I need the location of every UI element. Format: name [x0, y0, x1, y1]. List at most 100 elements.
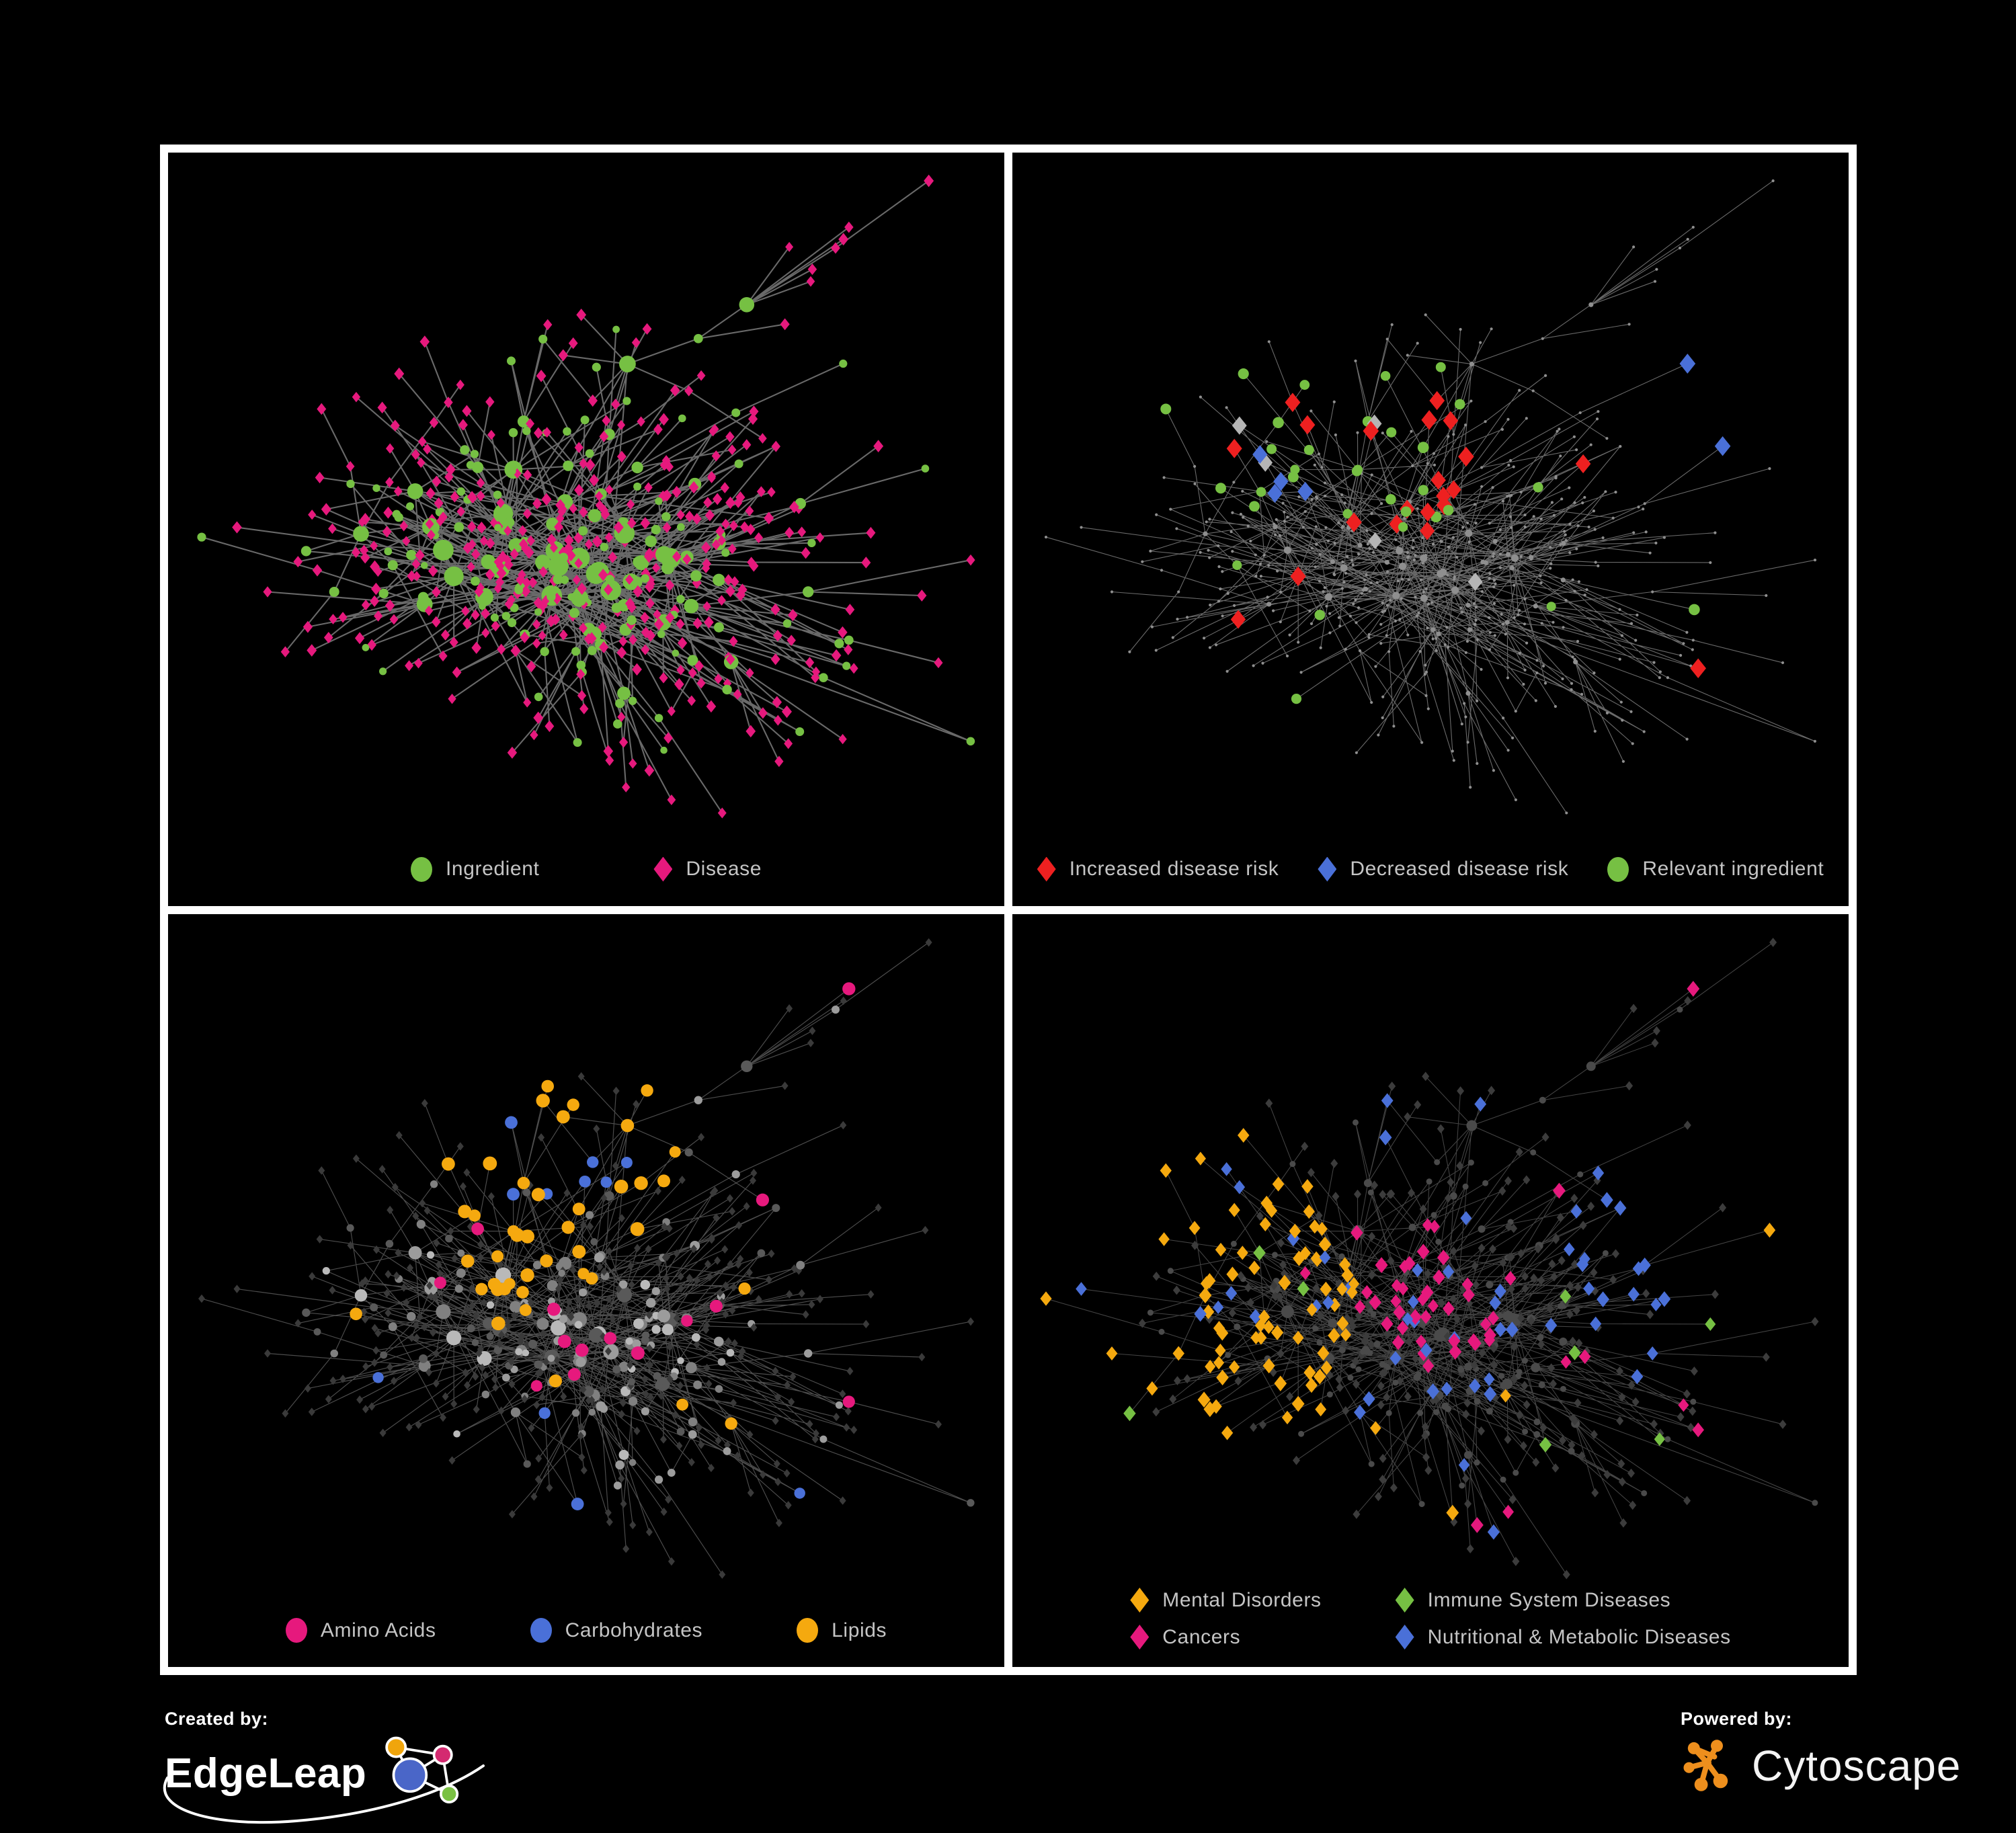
network-node — [1517, 613, 1520, 616]
network-node — [1629, 1003, 1638, 1013]
network-node — [1654, 1432, 1665, 1446]
network-node — [579, 1288, 588, 1297]
network-node — [1383, 1328, 1392, 1338]
network-node — [622, 1544, 630, 1553]
network-node — [1373, 1340, 1381, 1348]
network-node — [831, 649, 842, 662]
network-node — [1379, 622, 1383, 626]
network-node — [1445, 1405, 1452, 1412]
network-node — [655, 497, 663, 505]
network-node — [1253, 1244, 1266, 1260]
network-node — [1421, 410, 1437, 430]
network-node — [300, 546, 311, 557]
network-node — [470, 450, 479, 458]
network-node — [765, 1275, 772, 1284]
network-node — [1225, 406, 1228, 409]
network-node — [728, 543, 737, 555]
network-node — [1138, 1318, 1146, 1328]
network-node — [804, 1348, 813, 1358]
network-node — [1466, 1543, 1474, 1553]
network-node — [1386, 570, 1389, 573]
network-node — [585, 449, 594, 458]
network-node — [1510, 1342, 1518, 1352]
network-node — [538, 1407, 551, 1419]
network-node — [1683, 1120, 1691, 1130]
network-node — [503, 526, 512, 536]
legend-item-lipids: Lipids — [797, 1618, 887, 1643]
network-node — [1421, 536, 1424, 540]
network-node — [1422, 590, 1425, 594]
network-node — [1631, 742, 1634, 745]
network-node — [1484, 420, 1487, 423]
network-node — [1279, 620, 1282, 624]
network-node — [1643, 502, 1646, 505]
network-node — [641, 1084, 653, 1097]
network-node — [586, 563, 606, 584]
network-node — [411, 558, 421, 570]
network-node — [1593, 729, 1597, 733]
network-node — [1430, 601, 1434, 604]
network-node — [1385, 604, 1389, 607]
network-node — [454, 522, 465, 532]
cancers-marker-icon — [1130, 1625, 1150, 1649]
network-node — [1513, 583, 1516, 587]
network-node — [339, 1374, 347, 1383]
network-node — [782, 705, 792, 719]
network-node — [1586, 1061, 1596, 1071]
network-node — [688, 667, 697, 679]
network-node — [1451, 536, 1455, 539]
network-node — [432, 1292, 439, 1301]
network-node — [440, 1413, 446, 1422]
network-node — [425, 518, 434, 530]
network-node — [1457, 1086, 1465, 1096]
network-node — [1504, 1270, 1517, 1286]
network-node — [426, 529, 436, 540]
network-node — [634, 1176, 648, 1190]
network-node — [782, 619, 792, 628]
network-node — [1768, 467, 1771, 471]
network-node — [657, 1309, 671, 1322]
network-node — [620, 1118, 635, 1132]
network-node — [725, 1336, 732, 1346]
network-node — [1422, 1218, 1433, 1232]
network-node — [322, 1266, 330, 1274]
network-node — [346, 479, 355, 489]
network-node — [1297, 641, 1300, 644]
network-node — [1597, 410, 1600, 413]
network-node — [1337, 521, 1340, 524]
network-node — [690, 1244, 698, 1253]
network-node — [351, 546, 361, 559]
network-node — [1238, 368, 1249, 380]
network-node — [613, 521, 624, 534]
network-node — [1409, 1304, 1417, 1314]
network-node — [681, 1314, 693, 1327]
network-node — [1354, 1404, 1366, 1420]
network-node — [352, 1153, 360, 1163]
network-node — [1532, 515, 1535, 518]
network-node — [589, 474, 600, 487]
network-node — [1414, 554, 1417, 557]
network-node — [1390, 1294, 1402, 1308]
network-node — [806, 1419, 813, 1428]
network-node — [407, 483, 424, 499]
network-node — [1326, 539, 1330, 542]
network-node — [633, 556, 645, 568]
network-node — [1560, 1289, 1572, 1303]
network-node — [479, 536, 489, 546]
network-node — [1217, 600, 1221, 603]
network-node — [1412, 558, 1416, 561]
network-node — [659, 413, 669, 426]
network-node — [520, 631, 530, 644]
network-node — [1408, 1188, 1415, 1198]
network-node — [1535, 671, 1539, 675]
network-node — [487, 430, 495, 440]
network-node — [1522, 682, 1525, 686]
network-node — [1323, 586, 1326, 589]
network-node — [725, 431, 735, 443]
network-node — [1236, 1245, 1248, 1260]
network-node — [921, 464, 930, 473]
network-node — [1438, 1298, 1446, 1308]
network-node — [567, 593, 575, 601]
network-node — [1530, 1149, 1537, 1155]
network-node — [832, 1005, 840, 1014]
